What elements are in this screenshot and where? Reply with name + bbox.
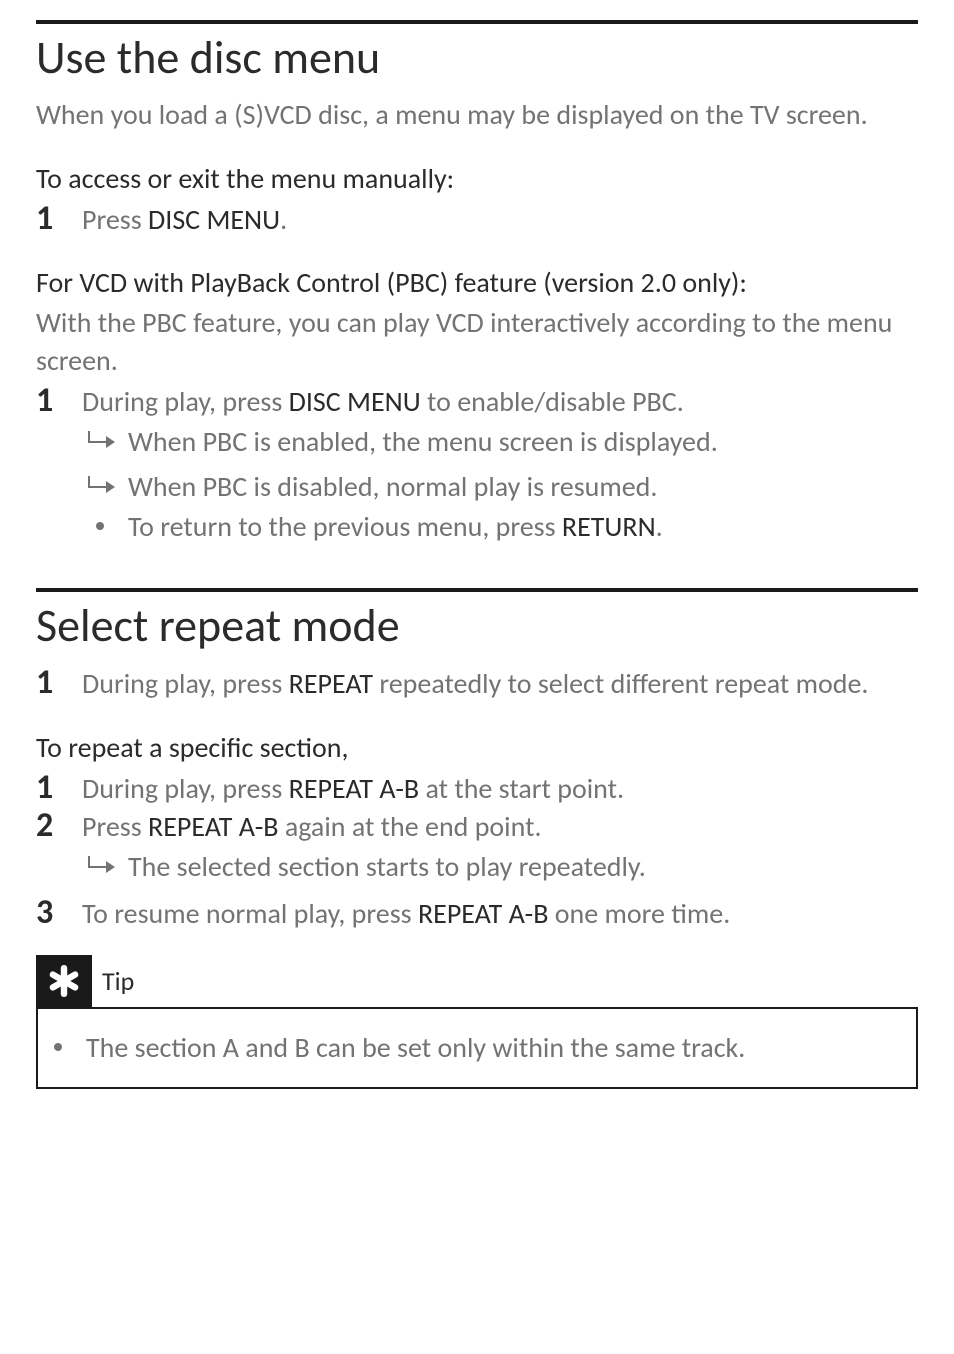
result-item: The selected section starts to play repe… — [88, 848, 918, 886]
section-title: Use the disc menu — [36, 30, 918, 86]
step-text: To resume normal play, press REPEAT A-B … — [82, 895, 918, 933]
intro-text: When you load a (S)VCD disc, a menu may … — [36, 96, 918, 134]
tip-asterisk-icon — [36, 955, 92, 1007]
section-rule — [36, 20, 918, 24]
intro-text: With the PBC feature, you can play VCD i… — [36, 304, 918, 380]
tip-block: Tip The section A and B can be set only … — [36, 955, 918, 1089]
tip-label: Tip — [92, 955, 134, 1007]
result-item: When PBC is enabled, the menu screen is … — [88, 423, 918, 461]
step: 1 Press DISC MENU. — [36, 200, 918, 239]
tip-bullet: The section A and B can be set only with… — [54, 1029, 900, 1067]
step-number: 1 — [36, 382, 60, 419]
step-text: During play, press DISC MENU to enable/d… — [82, 383, 918, 421]
step-number: 1 — [36, 664, 60, 701]
step-text: Press DISC MENU. — [82, 201, 918, 239]
bullet-icon — [54, 1043, 62, 1051]
bullet-item: To return to the previous menu, press RE… — [88, 508, 918, 546]
step-text: Press REPEAT A-B again at the end point. — [82, 808, 918, 846]
sub-heading: To repeat a specific section, — [36, 729, 918, 767]
step: 1 During play, press DISC MENU to enable… — [36, 382, 918, 421]
section-rule — [36, 588, 918, 592]
step: 2 Press REPEAT A-B again at the end poin… — [36, 807, 918, 846]
section-title: Select repeat mode — [36, 598, 918, 654]
step-text: During play, press REPEAT repeatedly to … — [82, 665, 918, 703]
sub-heading: To access or exit the menu manually: — [36, 160, 918, 198]
bullet-icon — [96, 522, 104, 530]
result-arrow-icon — [88, 474, 116, 494]
step-number: 2 — [36, 807, 60, 844]
result-arrow-icon — [88, 429, 116, 449]
step-number: 1 — [36, 769, 60, 806]
sub-heading: For VCD with PlayBack Control (PBC) feat… — [36, 264, 918, 302]
result-arrow-icon — [88, 854, 116, 874]
step: 1 During play, press REPEAT A-B at the s… — [36, 769, 918, 808]
step: 3 To resume normal play, press REPEAT A-… — [36, 894, 918, 933]
step-number: 1 — [36, 200, 60, 237]
step-number: 3 — [36, 894, 60, 931]
result-item: When PBC is disabled, normal play is res… — [88, 468, 918, 506]
step: 1 During play, press REPEAT repeatedly t… — [36, 664, 918, 703]
step-text: During play, press REPEAT A-B at the sta… — [82, 770, 918, 808]
